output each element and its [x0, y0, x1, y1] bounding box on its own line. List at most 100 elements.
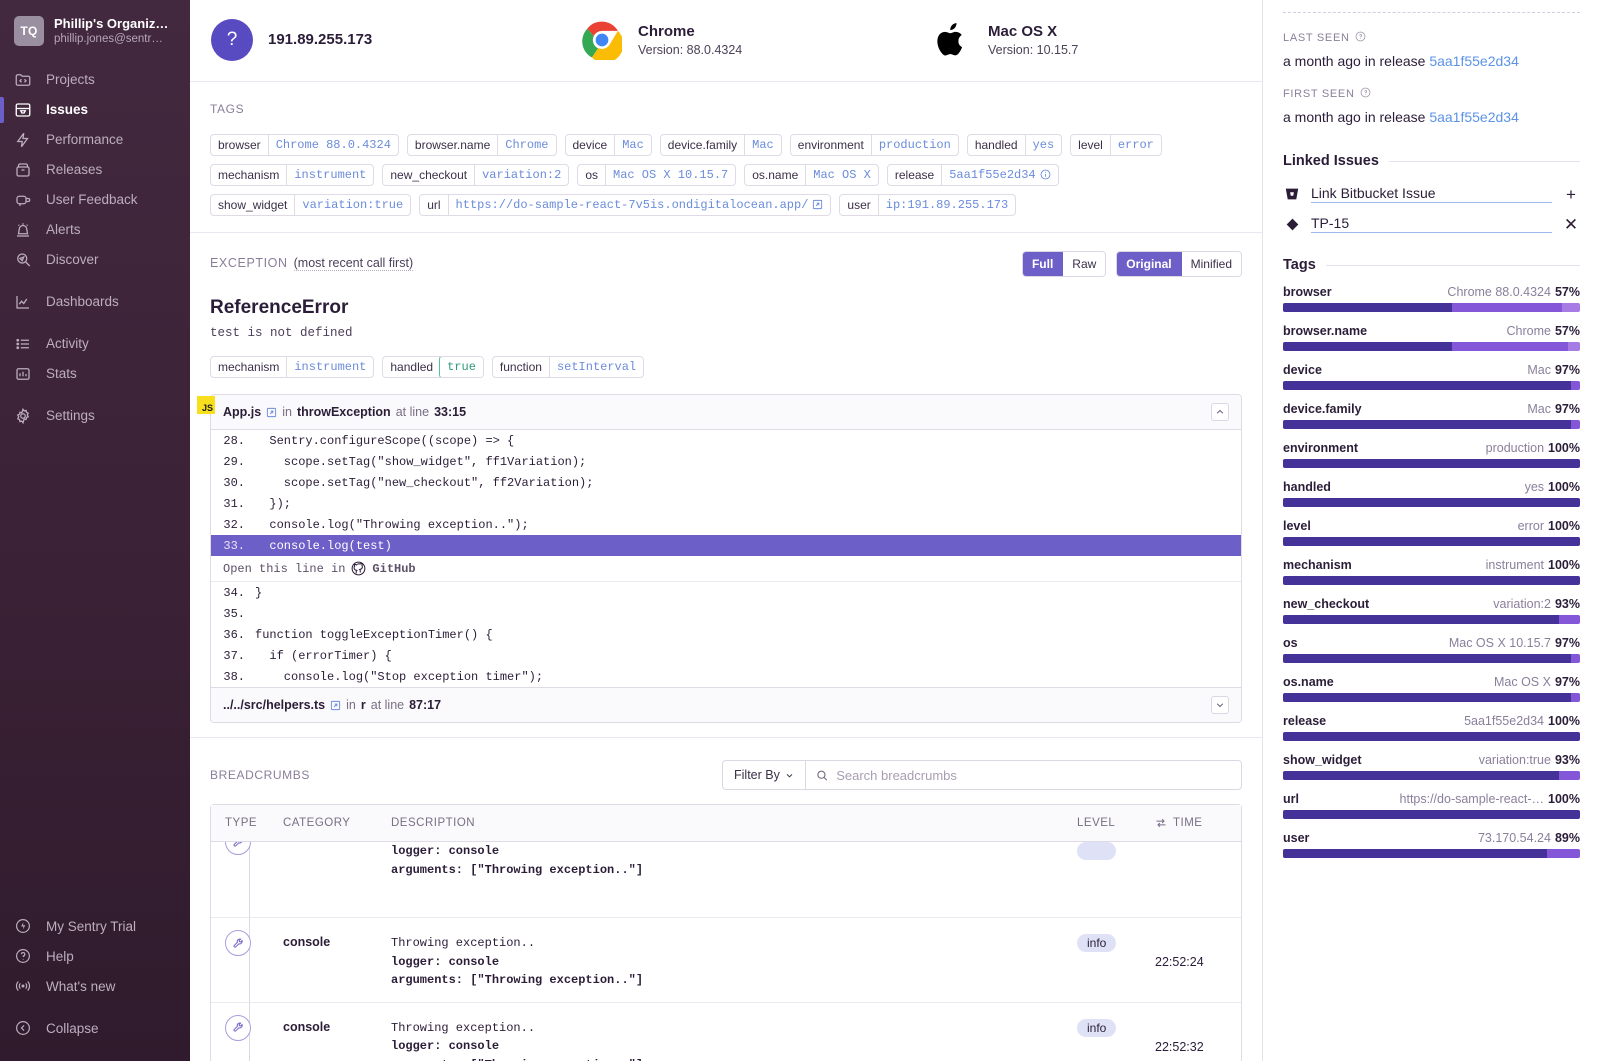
sidebar-item-projects[interactable]: Projects [0, 65, 190, 95]
external-link-icon[interactable] [266, 407, 277, 418]
tag-stat-browser-name[interactable]: browser.name Chrome 57% [1283, 324, 1580, 351]
tag-value-wrap: https://do-sample-react-7v5is.ondigitalo… [447, 194, 831, 215]
sidebar-item-releases[interactable]: Releases [0, 155, 190, 185]
tag-pill-release[interactable]: release 5aa1f55e2d34 [886, 163, 1059, 186]
tag-pill-level[interactable]: level error [1070, 133, 1162, 156]
sidebar-item-user-feedback[interactable]: User Feedback [0, 185, 190, 215]
tags-header: Tags [1283, 257, 1580, 273]
tag-pill-device-family[interactable]: device.family Mac [659, 133, 782, 156]
sidebar-item-whats-new[interactable]: What's new [0, 971, 190, 1001]
stack-frame-header-next[interactable]: ../../src/helpers.ts in r at line 87:17 [211, 687, 1241, 723]
tag-pill-show-widget[interactable]: show_widget variation:true [210, 193, 412, 216]
tag-stat-new_checkout[interactable]: new_checkout variation:2 93% [1283, 597, 1580, 624]
chevron-down-icon[interactable] [1211, 696, 1229, 715]
exception-pill-handled[interactable]: handled true [382, 356, 484, 379]
tag-pill-handled[interactable]: handled yes [966, 133, 1063, 156]
chevron-up-icon[interactable] [1211, 403, 1229, 422]
tag-value: 5aa1f55e2d34 [949, 167, 1036, 182]
sidebar-item-activity[interactable]: Activity [0, 329, 190, 359]
context-ip-title: 191.89.255.173 [268, 31, 373, 49]
breadcrumb-category [283, 842, 391, 905]
first-seen-release-link[interactable]: 5aa1f55e2d34 [1429, 109, 1519, 125]
tag-stat-os-name[interactable]: os.name Mac OS X 97% [1283, 675, 1580, 702]
tag-stat-device[interactable]: device Mac 97% [1283, 363, 1580, 390]
organization-switcher[interactable]: TQ Phillip's Organiz… phillip.jones@sent… [0, 12, 190, 61]
info-circle-icon[interactable] [1040, 169, 1051, 180]
sidebar-item-alerts[interactable]: Alerts [0, 215, 190, 245]
add-icon[interactable]: + [1566, 184, 1576, 204]
linked-issue-link[interactable]: TP-15 [1311, 215, 1552, 233]
original-button[interactable]: Original [1117, 251, 1182, 277]
tag-pill-user[interactable]: user ip:191.89.255.173 [839, 193, 1017, 216]
tag-stat-top-value: variation:true 93% [1478, 753, 1580, 767]
sidebar-item-performance[interactable]: Performance [0, 125, 190, 155]
tag-stat-browser[interactable]: browser Chrome 88.0.4324 57% [1283, 285, 1580, 312]
tag-pill-browser[interactable]: browser Chrome 88.0.4324 [210, 133, 399, 156]
tag-stat-device-family[interactable]: device.family Mac 97% [1283, 402, 1580, 429]
line-number: 38. [223, 669, 245, 684]
help-question-icon[interactable] [1355, 31, 1366, 45]
table-row[interactable]: logger: console arguments: ["Throwing ex… [211, 842, 1241, 919]
exception-pill-list: mechanism instrument handled true functi… [210, 356, 1242, 379]
breadcrumb-time: 22:52:32 [1155, 1040, 1204, 1055]
tag-pill-browser-name[interactable]: browser.name Chrome [406, 133, 557, 156]
sidebar-item-dashboards[interactable]: Dashboards [0, 287, 190, 317]
search-input[interactable] [836, 767, 1231, 783]
full-button[interactable]: Full [1022, 251, 1064, 277]
sidebar-item-my-sentry-trial[interactable]: My Sentry Trial [0, 911, 190, 941]
tag-pill-environment[interactable]: environment production [789, 133, 959, 156]
breadcrumb-level-cell: info [1077, 842, 1155, 905]
tag-pill-os[interactable]: os Mac OS X 10.15.7 [577, 163, 737, 186]
exception-pill-function[interactable]: function setInterval [491, 356, 645, 379]
close-icon[interactable]: ✕ [1563, 214, 1579, 234]
tag-stat-release[interactable]: release 5aa1f55e2d34 100% [1283, 714, 1580, 741]
tag-pill-new-checkout[interactable]: new_checkout variation:2 [382, 163, 570, 186]
sidebar-item-discover[interactable]: Discover [0, 245, 190, 275]
tag-stat-key: level [1283, 519, 1311, 533]
breadcrumb-logger: logger: console [391, 844, 500, 859]
external-link-icon[interactable] [330, 700, 341, 711]
link-bitbucket-issue-link[interactable]: Link Bitbucket Issue [1311, 185, 1552, 203]
divider [1325, 264, 1580, 266]
sidebar-item-settings[interactable]: Settings [0, 401, 190, 431]
breadcrumb-time: 22:52:24 [1155, 955, 1204, 970]
tag-stat-bar-segment [1559, 771, 1580, 780]
tag-stat-top-value: Mac OS X 10.15.7 97% [1448, 636, 1580, 650]
open-line-in-provider[interactable]: Open this line in GitHub [211, 556, 1241, 583]
table-row[interactable]: console Throwing exception.. logger: con… [211, 1002, 1241, 1061]
minified-button[interactable]: Minified [1181, 251, 1241, 277]
tag-stat-level[interactable]: level error 100% [1283, 519, 1580, 546]
tag-pill-url[interactable]: url https://do-sample-react-7v5is.ondigi… [419, 193, 832, 216]
filter-by-dropdown[interactable]: Filter By [722, 760, 805, 791]
table-row[interactable]: console Throwing exception.. logger: con… [211, 918, 1241, 1003]
last-seen-release-link[interactable]: 5aa1f55e2d34 [1429, 53, 1519, 69]
breadcrumbs-search[interactable] [804, 760, 1242, 791]
tag-stat-mechanism[interactable]: mechanism instrument 100% [1283, 558, 1580, 585]
tag-stat-environment[interactable]: environment production 100% [1283, 441, 1580, 468]
tag-stat-os[interactable]: os Mac OS X 10.15.7 97% [1283, 636, 1580, 663]
external-link-icon[interactable] [812, 199, 823, 210]
tag-pill-mechanism[interactable]: mechanism instrument [210, 163, 375, 186]
tag-stat-show_widget[interactable]: show_widget variation:true 93% [1283, 753, 1580, 780]
exception-pill-mechanism[interactable]: mechanism instrument [210, 356, 375, 379]
linked-issues-header: Linked Issues [1283, 153, 1580, 169]
tag-stat-line: device.family Mac 97% [1283, 402, 1580, 416]
linked-issue-tp-15[interactable]: TP-15 ✕ [1283, 209, 1580, 239]
tag-pill-os-name[interactable]: os.name Mac OS X [744, 163, 879, 186]
sidebar-collapse-button[interactable]: Collapse [0, 1013, 190, 1043]
sidebar-item-label: Alerts [46, 222, 81, 238]
help-question-icon[interactable] [1360, 87, 1371, 101]
tag-stat-handled[interactable]: handled yes 100% [1283, 480, 1580, 507]
tag-stat-url[interactable]: url https://do-sample-react-… 100% [1283, 792, 1580, 819]
column-header-time[interactable]: TIME [1155, 817, 1227, 829]
sidebar-item-issues[interactable]: Issues [0, 95, 190, 125]
linked-issue-bitbucket[interactable]: Link Bitbucket Issue + [1283, 179, 1580, 209]
tag-stat-key: mechanism [1283, 558, 1352, 572]
tag-stat-user[interactable]: user 73.170.54.24 89% [1283, 831, 1580, 858]
sidebar-item-stats[interactable]: Stats [0, 359, 190, 389]
tag-pill-device[interactable]: device Mac [564, 133, 652, 156]
stack-frame-header[interactable]: App.js in throwException at line 33:15 [211, 395, 1241, 431]
raw-button[interactable]: Raw [1063, 251, 1106, 277]
sidebar-item-help[interactable]: Help [0, 941, 190, 971]
tag-stat-bar [1283, 654, 1580, 663]
